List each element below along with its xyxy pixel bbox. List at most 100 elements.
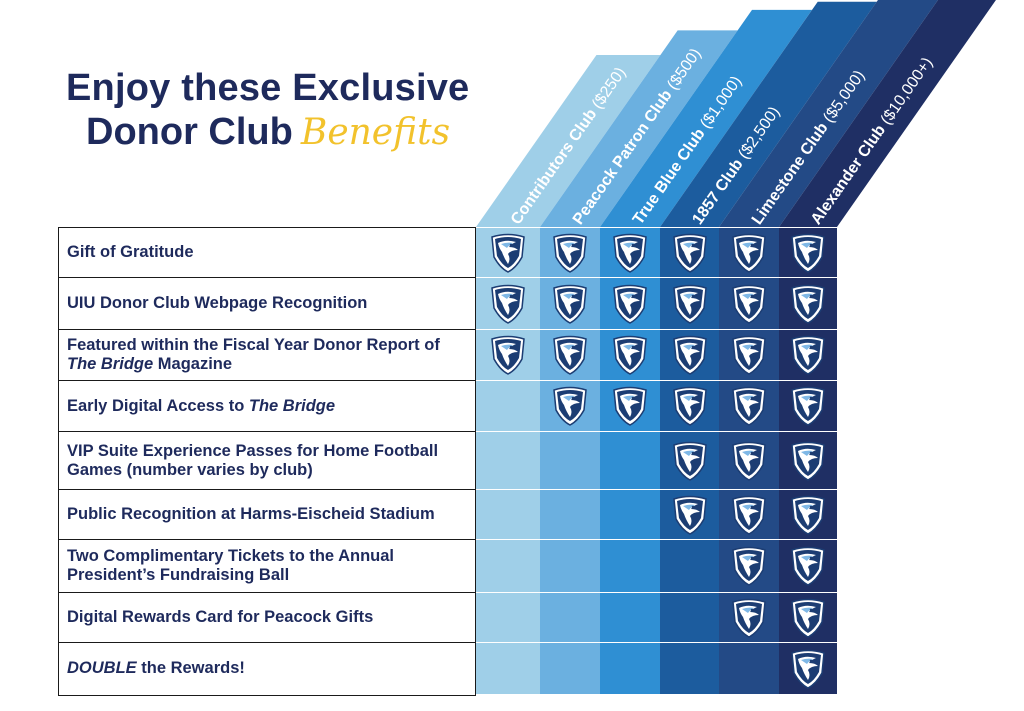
benefit-empty-cell bbox=[660, 592, 719, 642]
benefit-included-cell bbox=[660, 431, 719, 489]
peacock-shield-icon bbox=[613, 386, 647, 426]
peacock-shield-icon bbox=[732, 546, 766, 586]
title-line-1: Enjoy these Exclusive bbox=[66, 67, 470, 109]
benefit-empty-cell bbox=[476, 380, 540, 431]
benefit-empty-cell bbox=[476, 539, 540, 592]
benefit-included-cell bbox=[779, 227, 837, 277]
benefit-included-cell bbox=[660, 489, 719, 539]
benefit-text: Gift of Gratitude bbox=[67, 243, 194, 262]
peacock-shield-icon bbox=[613, 335, 647, 375]
benefit-included-cell bbox=[779, 642, 837, 694]
benefit-empty-cell bbox=[600, 539, 660, 592]
peacock-shield-icon bbox=[791, 598, 825, 638]
peacock-shield-icon bbox=[732, 386, 766, 426]
benefit-text: Two Complimentary Tickets to the Annual … bbox=[67, 547, 452, 585]
peacock-shield-icon bbox=[791, 441, 825, 481]
benefit-included-cell bbox=[476, 329, 540, 380]
benefit-text: Digital Rewards Card for Peacock Gifts bbox=[67, 608, 373, 627]
tier-name: 1857 Club bbox=[689, 153, 749, 228]
benefit-included-cell bbox=[540, 329, 600, 380]
tier-amount: ($250) bbox=[589, 64, 629, 112]
benefit-included-cell bbox=[476, 227, 540, 277]
peacock-shield-icon bbox=[672, 495, 707, 535]
benefit-label: Two Complimentary Tickets to the Annual … bbox=[58, 539, 476, 592]
benefit-text: UIU Donor Club Webpage Recognition bbox=[67, 294, 367, 313]
title-line-2-text: Donor Club bbox=[86, 111, 293, 153]
benefit-included-cell bbox=[779, 277, 837, 329]
benefit-text: VIP Suite Experience Passes for Home Foo… bbox=[67, 442, 452, 480]
peacock-shield-icon bbox=[732, 598, 766, 638]
benefit-included-cell bbox=[719, 277, 779, 329]
peacock-shield-icon bbox=[553, 284, 587, 324]
tier-ribbon bbox=[600, 9, 812, 227]
tier-ribbon bbox=[540, 30, 738, 228]
benefit-included-cell bbox=[719, 380, 779, 431]
peacock-shield-icon bbox=[791, 233, 825, 273]
title-line-2: Donor Club Benefits bbox=[86, 110, 506, 155]
tier-ribbon bbox=[779, 0, 996, 227]
tier-header-1: Peacock Patron Club ($500) bbox=[540, 30, 738, 228]
benefit-text-part: The Bridge bbox=[248, 396, 336, 415]
peacock-shield-icon bbox=[672, 284, 707, 324]
benefit-included-cell bbox=[719, 592, 779, 642]
tier-label: Alexander Club ($10,000+) bbox=[808, 55, 936, 228]
benefit-text-part: UIU Donor Club Webpage Recognition bbox=[67, 294, 368, 312]
peacock-shield-icon bbox=[491, 335, 525, 375]
benefit-included-cell bbox=[660, 277, 719, 329]
benefit-included-cell bbox=[719, 489, 779, 539]
peacock-shield-icon bbox=[553, 233, 587, 273]
benefit-included-cell bbox=[660, 227, 719, 277]
benefit-empty-cell bbox=[660, 539, 719, 592]
benefit-label: VIP Suite Experience Passes for Home Foo… bbox=[58, 431, 476, 489]
benefit-included-cell bbox=[779, 380, 837, 431]
tier-label: Contributors Club ($250) bbox=[508, 64, 630, 227]
benefit-text-part: Digital Rewards Card for Peacock Gifts bbox=[67, 608, 374, 626]
tier-name: Contributors Club bbox=[508, 102, 603, 228]
tier-name: Peacock Patron Club bbox=[570, 83, 678, 228]
peacock-shield-icon bbox=[672, 233, 707, 273]
benefit-text: Early Digital Access to The Bridge bbox=[67, 397, 335, 416]
benefit-empty-cell bbox=[476, 431, 540, 489]
benefit-included-cell bbox=[719, 539, 779, 592]
peacock-shield-icon bbox=[491, 233, 525, 273]
benefit-included-cell bbox=[779, 592, 837, 642]
benefit-text: DOUBLE the Rewards! bbox=[67, 659, 245, 678]
benefit-text-part: VIP Suite Experience Passes for Home Foo… bbox=[67, 441, 439, 479]
peacock-shield-icon bbox=[732, 233, 766, 273]
peacock-shield-icon bbox=[791, 335, 825, 375]
benefit-included-cell bbox=[779, 539, 837, 592]
peacock-shield-icon bbox=[613, 284, 647, 324]
benefit-empty-cell bbox=[660, 642, 719, 694]
tier-amount: ($5,000) bbox=[820, 67, 868, 126]
benefit-empty-cell bbox=[540, 431, 600, 489]
peacock-shield-icon bbox=[553, 386, 587, 426]
tier-header-4: Limestone Club ($5,000) bbox=[719, 0, 938, 228]
tier-label: True Blue Club ($1,000) bbox=[630, 73, 745, 228]
benefit-empty-cell bbox=[476, 592, 540, 642]
tier-amount: ($2,500) bbox=[735, 104, 783, 163]
benefit-empty-cell bbox=[540, 642, 600, 694]
benefit-empty-cell bbox=[600, 642, 660, 694]
benefit-text-part: Magazine bbox=[153, 355, 233, 373]
benefit-included-cell bbox=[779, 489, 837, 539]
peacock-shield-icon bbox=[553, 335, 587, 375]
tier-header-5: Alexander Club ($10,000+) bbox=[779, 0, 996, 228]
peacock-shield-icon bbox=[732, 441, 766, 481]
benefit-included-cell bbox=[600, 227, 660, 277]
peacock-shield-icon bbox=[791, 284, 825, 324]
benefit-text-part: Early Digital Access to bbox=[67, 396, 249, 415]
benefit-included-cell bbox=[600, 380, 660, 431]
benefit-included-cell bbox=[719, 329, 779, 380]
title-accent: Benefits bbox=[300, 112, 451, 153]
benefit-empty-cell bbox=[600, 489, 660, 539]
tier-label: Peacock Patron Club ($500) bbox=[570, 45, 705, 227]
tier-amount: ($10,000+) bbox=[878, 55, 937, 129]
peacock-shield-icon bbox=[672, 335, 707, 375]
peacock-shield-icon bbox=[672, 386, 707, 426]
peacock-shield-icon bbox=[791, 649, 825, 689]
peacock-shield-icon bbox=[491, 284, 525, 324]
peacock-shield-icon bbox=[791, 386, 825, 426]
benefit-empty-cell bbox=[600, 592, 660, 642]
benefit-included-cell bbox=[600, 277, 660, 329]
benefit-label: Gift of Gratitude bbox=[58, 227, 476, 277]
